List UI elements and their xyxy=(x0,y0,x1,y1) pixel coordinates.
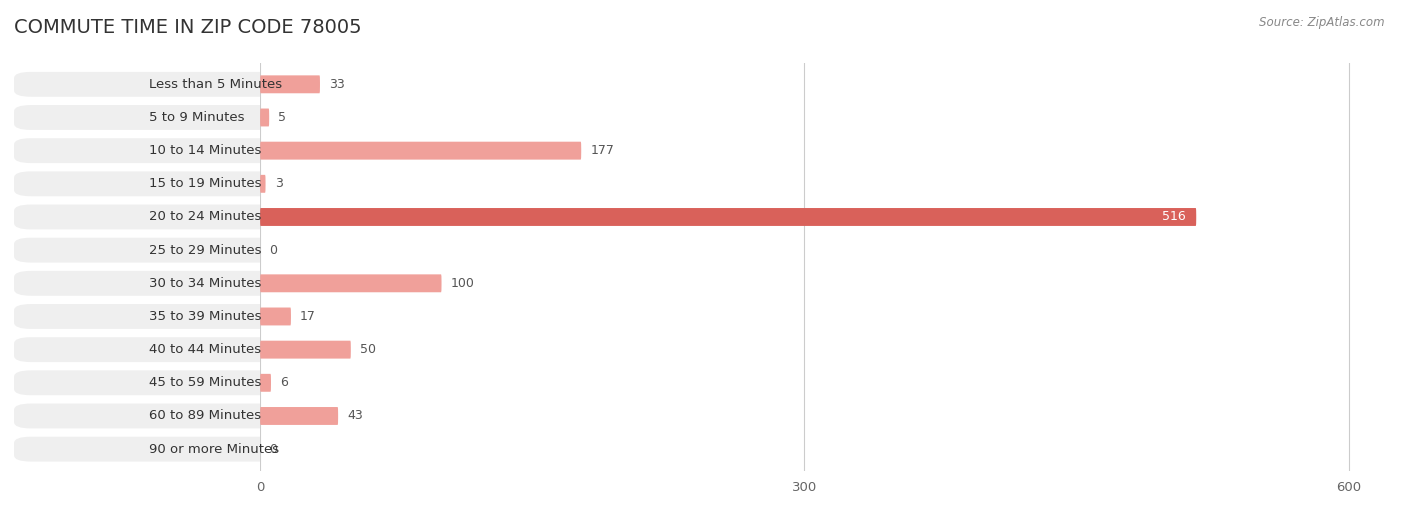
Text: 60 to 89 Minutes: 60 to 89 Minutes xyxy=(149,410,262,423)
Text: 10 to 14 Minutes: 10 to 14 Minutes xyxy=(149,144,262,157)
Text: COMMUTE TIME IN ZIP CODE 78005: COMMUTE TIME IN ZIP CODE 78005 xyxy=(14,18,361,37)
FancyBboxPatch shape xyxy=(260,142,581,160)
Text: 20 to 24 Minutes: 20 to 24 Minutes xyxy=(149,210,262,223)
Text: 33: 33 xyxy=(329,78,344,91)
FancyBboxPatch shape xyxy=(260,75,321,93)
Text: 17: 17 xyxy=(299,310,316,323)
Text: 25 to 29 Minutes: 25 to 29 Minutes xyxy=(149,244,262,257)
Text: Source: ZipAtlas.com: Source: ZipAtlas.com xyxy=(1260,16,1385,29)
FancyBboxPatch shape xyxy=(260,109,269,127)
Text: 100: 100 xyxy=(450,277,474,290)
FancyBboxPatch shape xyxy=(260,374,271,392)
Text: 5: 5 xyxy=(278,111,287,124)
FancyBboxPatch shape xyxy=(260,208,1197,226)
FancyBboxPatch shape xyxy=(260,407,337,425)
Text: 43: 43 xyxy=(347,410,363,423)
Text: 177: 177 xyxy=(591,144,614,157)
Text: 5 to 9 Minutes: 5 to 9 Minutes xyxy=(149,111,245,124)
Text: 15 to 19 Minutes: 15 to 19 Minutes xyxy=(149,177,262,190)
FancyBboxPatch shape xyxy=(260,308,291,325)
Text: 30 to 34 Minutes: 30 to 34 Minutes xyxy=(149,277,262,290)
FancyBboxPatch shape xyxy=(260,175,266,193)
Text: Less than 5 Minutes: Less than 5 Minutes xyxy=(149,78,283,91)
Text: 35 to 39 Minutes: 35 to 39 Minutes xyxy=(149,310,262,323)
Text: 3: 3 xyxy=(274,177,283,190)
Text: 516: 516 xyxy=(1161,210,1185,223)
Text: 0: 0 xyxy=(269,442,277,456)
Text: 40 to 44 Minutes: 40 to 44 Minutes xyxy=(149,343,262,356)
Text: 45 to 59 Minutes: 45 to 59 Minutes xyxy=(149,377,262,389)
FancyBboxPatch shape xyxy=(260,340,352,359)
Text: 0: 0 xyxy=(269,244,277,257)
Text: 90 or more Minutes: 90 or more Minutes xyxy=(149,442,280,456)
FancyBboxPatch shape xyxy=(260,275,441,292)
Text: 6: 6 xyxy=(280,377,288,389)
Text: 50: 50 xyxy=(360,343,375,356)
